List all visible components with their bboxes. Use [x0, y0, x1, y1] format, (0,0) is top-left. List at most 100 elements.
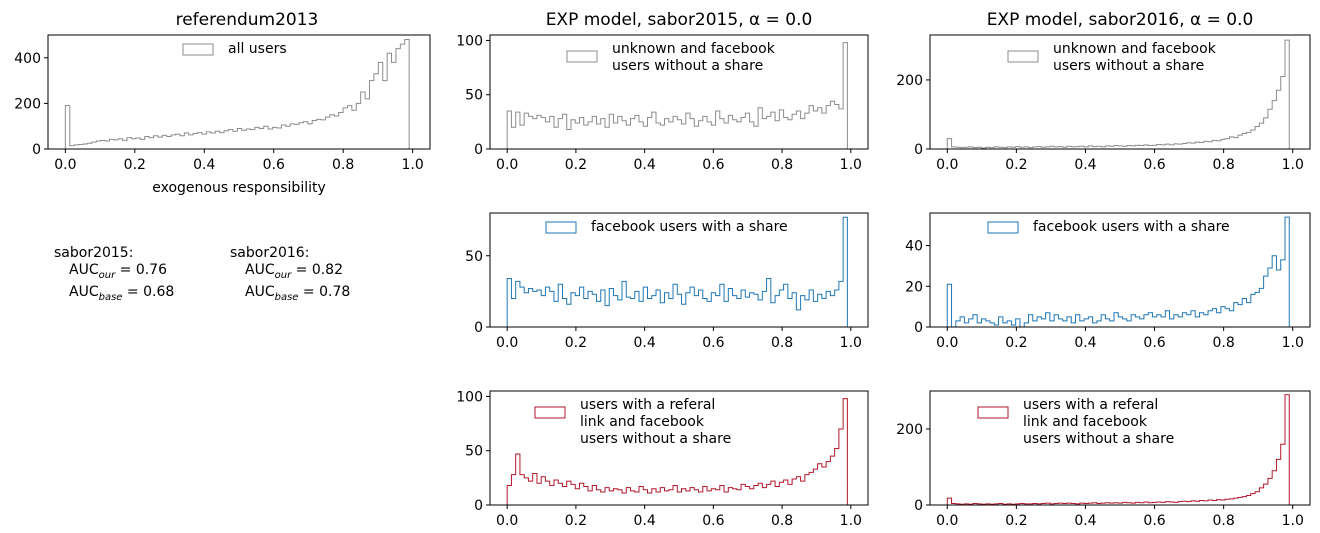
y-tick-label: 100 [456, 33, 483, 49]
legend: unknown and facebook users without a shar… [1007, 41, 1217, 74]
legend-label: users with a referal link and facebook use… [580, 397, 731, 447]
x-tick-label: 0.2 [1005, 157, 1027, 173]
auc-sabor2016: sabor2016: AUCour = 0.82 AUCbase = 0.78 [230, 245, 350, 306]
legend-label: facebook users with a share [1033, 219, 1230, 235]
auc-base: AUCbase = 0.68 [69, 283, 175, 303]
histogram-panel-2: 0.0 0.2 0.4 0.6 0.8 1.0 0 200 unknown and facebo… [896, 34, 1311, 173]
x-tick-label: 0.2 [565, 513, 587, 529]
y-tick-label: 100 [456, 389, 483, 405]
y-tick-label: 200 [896, 422, 923, 438]
y-tick-label: 200 [896, 73, 923, 89]
col-title-sabor2016: EXP model, sabor2016, α = 0.0 [987, 10, 1254, 30]
auc-base: AUCbase = 0.78 [245, 283, 351, 303]
x-tick-label: 0.2 [1005, 335, 1027, 351]
legend-label: unknown and facebook users without a shar… [1053, 41, 1217, 74]
x-tick-label: 0.0 [54, 157, 76, 173]
y-tick-label: 0 [474, 142, 483, 158]
x-tick-label: 0.6 [263, 157, 285, 173]
x-tick-label: 0.4 [1074, 157, 1096, 173]
x-tick-label: 0.0 [496, 513, 518, 529]
axes-frame [489, 390, 869, 506]
col-title-referendum2013: referendum2013 [176, 10, 319, 30]
histogram-panel-0: 0.0 0.2 0.4 0.6 0.8 1.0 0 200 400 exogenous respo… [14, 34, 431, 196]
x-tick-label: 0.8 [1213, 513, 1235, 529]
legend-label: facebook users with a share [591, 219, 788, 235]
histogram-step-outline [946, 39, 1290, 149]
legend-swatch [977, 406, 1009, 419]
y-tick-label: 0 [914, 498, 923, 514]
histogram-step-outline [946, 216, 1290, 328]
histogram-panel-6: 0.0 0.2 0.4 0.6 0.8 1.0 0 200 users with a refer… [896, 390, 1311, 529]
y-tick-label: 50 [465, 444, 483, 460]
x-tick-label: 0.8 [771, 157, 793, 173]
auc-sabor2015: sabor2015: AUCour = 0.76 AUCbase = 0.68 [54, 245, 174, 306]
histogram-step-outline [946, 394, 1290, 505]
x-tick-label: 0.4 [193, 157, 215, 173]
y-tick-label: 0 [914, 142, 923, 158]
legend-swatch [987, 221, 1019, 234]
x-axis-label: exogenous responsibility [152, 180, 326, 196]
x-tick-label: 0.6 [1143, 335, 1165, 351]
x-tick-label: 0.8 [771, 513, 793, 529]
x-tick-label: 0.6 [1143, 513, 1165, 529]
legend: facebook users with a share [987, 219, 1230, 235]
legend: users with a referal link and facebook use… [977, 397, 1174, 447]
histogram-step-outline [506, 216, 848, 327]
x-tick-label: 0.4 [1074, 335, 1096, 351]
x-tick-label: 0.2 [565, 157, 587, 173]
axes-frame [929, 212, 1311, 328]
y-tick-label: 0 [474, 320, 483, 336]
y-tick-label: 0 [32, 142, 41, 158]
col-title-sabor2015: EXP model, sabor2015, α = 0.0 [546, 10, 813, 30]
x-tick-label: 0.8 [332, 157, 354, 173]
x-tick-label: 0.6 [702, 157, 724, 173]
legend-swatch [1007, 50, 1039, 63]
legend: unknown and facebook users without a shar… [566, 41, 776, 74]
auc-our: AUCour = 0.82 [245, 262, 343, 281]
legend: all users [182, 41, 287, 57]
x-tick-label: 1.0 [1282, 157, 1304, 173]
axes-frame [929, 34, 1311, 150]
x-tick-label: 0.0 [936, 157, 958, 173]
x-tick-label: 0.2 [124, 157, 146, 173]
x-tick-label: 1.0 [840, 157, 862, 173]
histogram-step-outline [506, 398, 848, 505]
legend: users with a referal link and facebook use… [534, 397, 731, 447]
auc-name: sabor2015: [54, 245, 134, 261]
legend-label: unknown and facebook users without a shar… [612, 41, 776, 74]
x-tick-label: 0.2 [1005, 513, 1027, 529]
legend-label: all users [228, 41, 287, 57]
y-tick-label: 200 [14, 96, 41, 112]
x-tick-label: 0.6 [1143, 157, 1165, 173]
y-tick-label: 20 [905, 279, 923, 295]
y-tick-label: 50 [465, 88, 483, 104]
x-tick-label: 0.6 [702, 513, 724, 529]
y-tick-label: 40 [905, 239, 923, 255]
y-tick-label: 0 [914, 320, 923, 336]
x-tick-label: 1.0 [840, 513, 862, 529]
x-tick-label: 0.8 [1213, 335, 1235, 351]
axes-frame [489, 34, 869, 150]
histogram-panel-5: 0.0 0.2 0.4 0.6 0.8 1.0 0 50 100 users with a ref… [456, 389, 869, 529]
x-tick-label: 0.2 [565, 335, 587, 351]
y-tick-label: 0 [474, 498, 483, 514]
x-tick-label: 0.0 [936, 513, 958, 529]
axes-frame [489, 212, 869, 328]
histogram-panel-4: 0.0 0.2 0.4 0.6 0.8 1.0 0 20 40 facebook users wi… [905, 212, 1311, 351]
histogram-panel-3: 0.0 0.2 0.4 0.6 0.8 1.0 0 50 facebook users with… [465, 212, 869, 351]
legend-swatch [545, 221, 577, 234]
x-tick-label: 0.6 [702, 335, 724, 351]
x-tick-label: 0.8 [1213, 157, 1235, 173]
x-tick-label: 1.0 [1282, 513, 1304, 529]
y-tick-label: 400 [14, 51, 41, 67]
x-tick-label: 0.4 [634, 335, 656, 351]
auc-our: AUCour = 0.76 [69, 262, 167, 281]
x-tick-label: 1.0 [840, 335, 862, 351]
histogram-step-outline [64, 39, 410, 149]
axes-frame [929, 390, 1311, 506]
legend-swatch [566, 50, 598, 63]
axes-frame [47, 34, 431, 150]
x-tick-label: 0.4 [1074, 513, 1096, 529]
x-tick-label: 0.4 [634, 513, 656, 529]
